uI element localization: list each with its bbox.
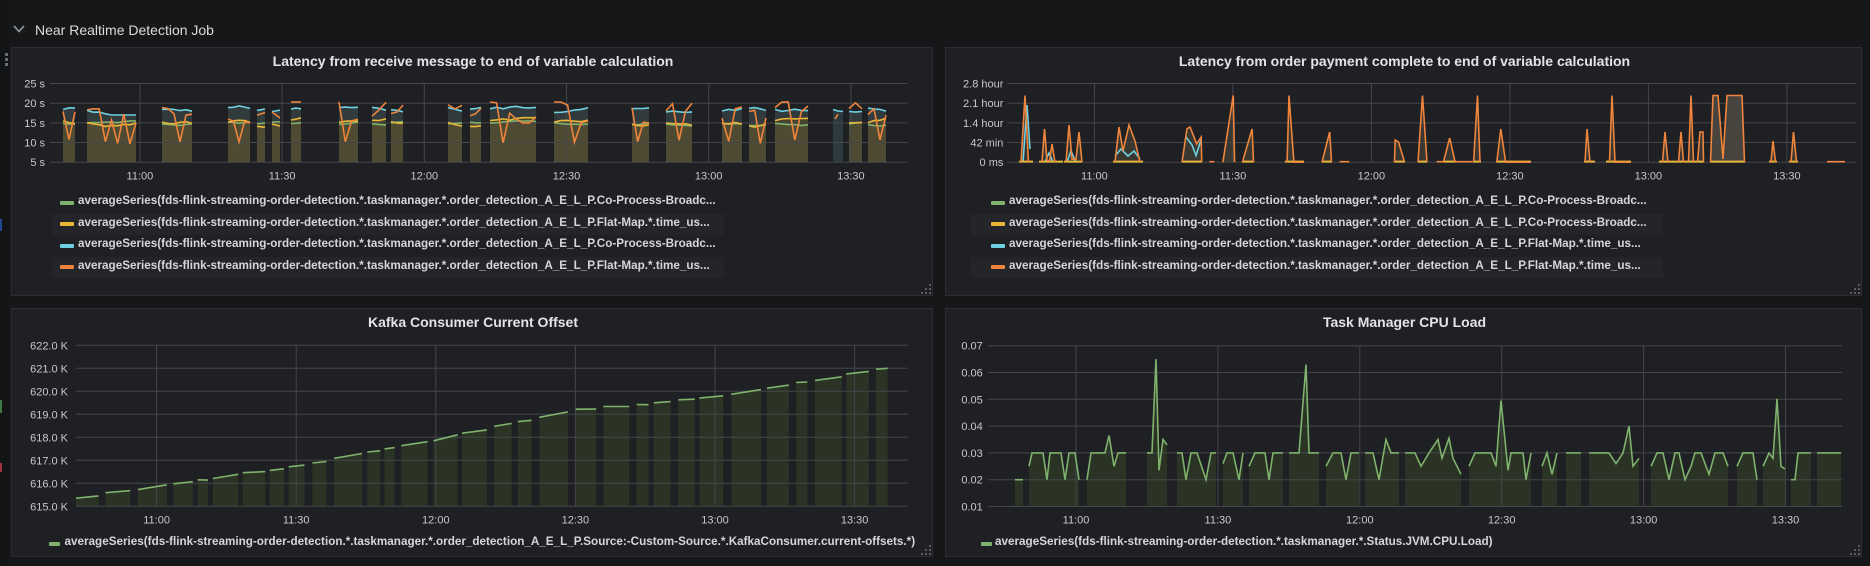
svg-text:13:00: 13:00 xyxy=(695,171,723,183)
svg-text:619.0 K: 619.0 K xyxy=(30,409,69,421)
svg-text:0.05: 0.05 xyxy=(961,394,982,406)
svg-text:0.07: 0.07 xyxy=(961,341,982,353)
svg-text:0.02: 0.02 xyxy=(961,475,982,487)
svg-text:15 s: 15 s xyxy=(24,118,45,130)
svg-text:12:00: 12:00 xyxy=(411,171,439,183)
svg-text:621.0 K: 621.0 K xyxy=(30,363,69,375)
svg-text:11:30: 11:30 xyxy=(1220,171,1247,183)
svg-text:13:00: 13:00 xyxy=(1635,171,1663,183)
svg-text:20 s: 20 s xyxy=(24,98,45,110)
svg-text:12:30: 12:30 xyxy=(1488,515,1516,527)
svg-text:13:30: 13:30 xyxy=(1772,515,1800,527)
svg-text:12:30: 12:30 xyxy=(562,515,590,527)
svg-text:616.0 K: 616.0 K xyxy=(30,478,69,490)
svg-text:2.8 hour: 2.8 hour xyxy=(963,79,1004,91)
svg-text:2.1 hour: 2.1 hour xyxy=(963,98,1004,110)
svg-text:13:30: 13:30 xyxy=(1773,171,1801,183)
svg-text:0.01: 0.01 xyxy=(961,502,982,514)
svg-text:0.03: 0.03 xyxy=(961,448,982,460)
svg-text:11:00: 11:00 xyxy=(1063,515,1090,527)
svg-text:11:30: 11:30 xyxy=(1205,515,1232,527)
svg-text:42 min: 42 min xyxy=(970,138,1003,150)
svg-text:622.0 K: 622.0 K xyxy=(30,340,69,352)
svg-text:25 s: 25 s xyxy=(24,79,45,91)
svg-text:1.4 hour: 1.4 hour xyxy=(963,118,1004,130)
svg-text:11:00: 11:00 xyxy=(1081,171,1108,183)
svg-text:10 s: 10 s xyxy=(24,138,45,150)
svg-text:12:30: 12:30 xyxy=(553,171,581,183)
svg-text:13:30: 13:30 xyxy=(841,515,869,527)
svg-text:0.06: 0.06 xyxy=(961,368,982,380)
svg-text:620.0 K: 620.0 K xyxy=(30,386,69,398)
svg-text:11:00: 11:00 xyxy=(143,515,170,527)
svg-text:615.0 K: 615.0 K xyxy=(30,501,69,513)
svg-text:13:00: 13:00 xyxy=(1630,515,1658,527)
svg-text:0 ms: 0 ms xyxy=(980,157,1004,169)
svg-text:13:00: 13:00 xyxy=(701,515,729,527)
svg-text:11:00: 11:00 xyxy=(127,171,154,183)
svg-text:11:30: 11:30 xyxy=(283,515,310,527)
svg-text:0.04: 0.04 xyxy=(961,421,982,433)
svg-text:617.0 K: 617.0 K xyxy=(30,455,69,467)
svg-text:12:30: 12:30 xyxy=(1496,171,1524,183)
svg-text:12:00: 12:00 xyxy=(422,515,450,527)
svg-text:5 s: 5 s xyxy=(30,157,45,169)
svg-text:12:00: 12:00 xyxy=(1346,515,1374,527)
svg-text:13:30: 13:30 xyxy=(837,171,865,183)
svg-text:12:00: 12:00 xyxy=(1358,171,1386,183)
svg-text:11:30: 11:30 xyxy=(269,171,296,183)
svg-text:618.0 K: 618.0 K xyxy=(30,432,69,444)
